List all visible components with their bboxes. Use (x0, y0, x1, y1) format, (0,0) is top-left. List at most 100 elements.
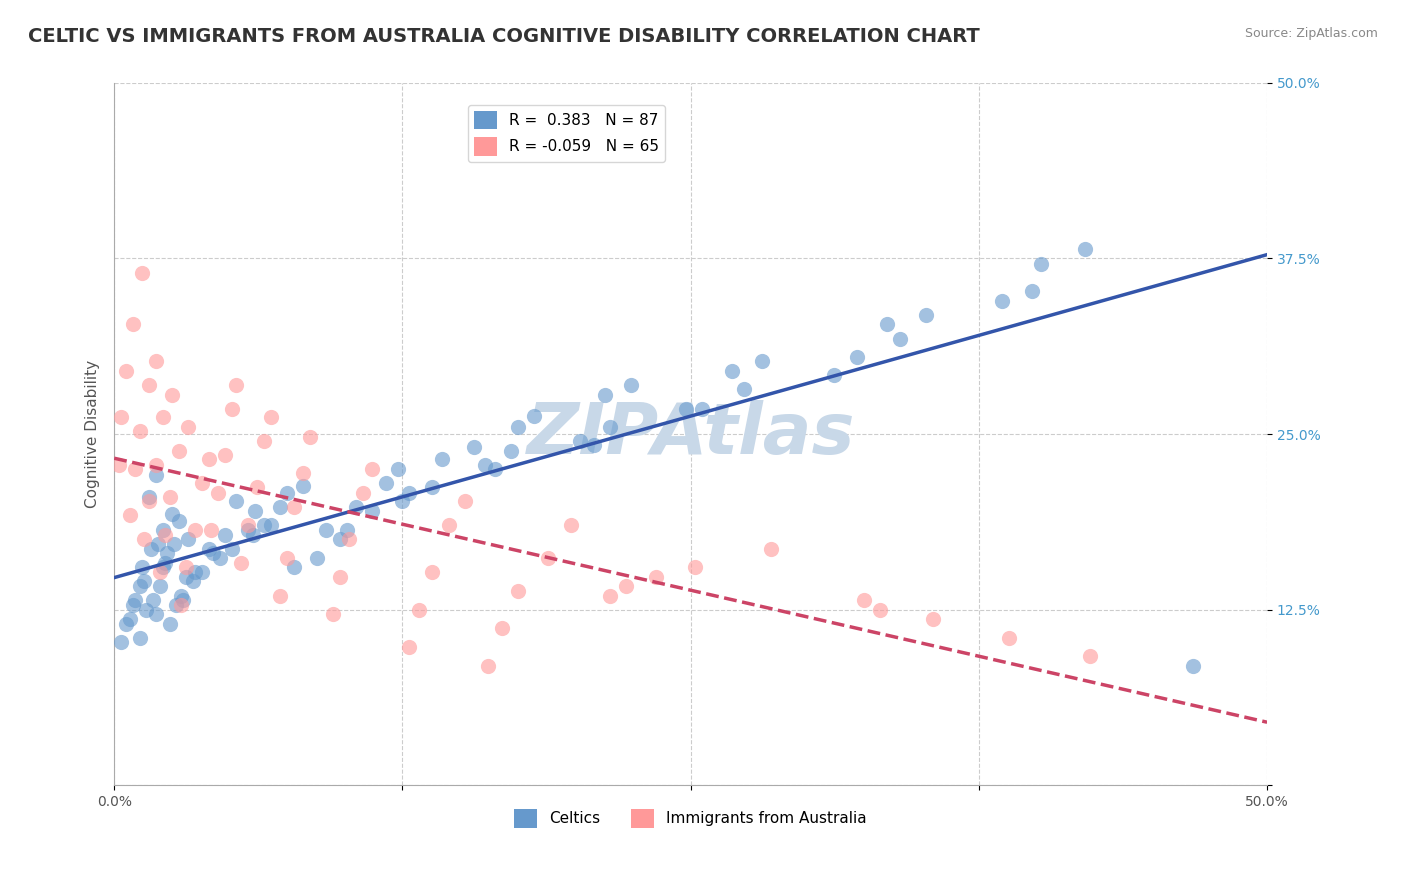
Point (599, 589, 621, 603)
Point (107, 458, 129, 472)
Point (184, 523, 207, 537)
Text: CELTIC VS IMMIGRANTS FROM AUSTRALIA COGNITIVE DISABILITY CORRELATION CHART: CELTIC VS IMMIGRANTS FROM AUSTRALIA COGN… (28, 27, 980, 45)
Point (184, 565, 207, 579)
Point (1021, 284, 1043, 298)
Point (159, 490, 181, 504)
Point (477, 658, 499, 673)
Point (128, 631, 150, 645)
Point (269, 500, 291, 514)
Point (152, 410, 174, 425)
Point (453, 494, 475, 508)
Point (167, 514, 190, 528)
Point (174, 570, 197, 584)
Text: Source: ZipAtlas.com: Source: ZipAtlas.com (1244, 27, 1378, 40)
Point (121, 599, 143, 613)
Y-axis label: Cognitive Disability: Cognitive Disability (86, 360, 100, 508)
Point (114, 364, 136, 378)
Point (149, 579, 172, 593)
Point (276, 550, 298, 565)
Point (299, 430, 322, 444)
Point (869, 602, 891, 616)
Point (614, 579, 637, 593)
Point (582, 438, 605, 452)
Point (170, 599, 193, 613)
Point (823, 368, 845, 382)
Point (156, 546, 179, 560)
Point (191, 565, 214, 579)
Point (620, 377, 643, 392)
Point (474, 458, 496, 472)
Point (202, 546, 225, 560)
Point (243, 504, 266, 518)
Point (145, 354, 167, 368)
Point (229, 556, 252, 570)
Point (207, 486, 229, 500)
Point (145, 607, 167, 621)
Point (139, 542, 162, 557)
Point (253, 518, 276, 533)
Point (537, 550, 560, 565)
Point (506, 584, 529, 599)
Point (352, 486, 374, 500)
Point (152, 560, 174, 574)
Point (163, 536, 186, 550)
Point (337, 533, 360, 547)
Point (131, 560, 153, 574)
Point (191, 476, 214, 491)
Point (160, 387, 183, 401)
Point (1074, 242, 1097, 256)
Point (344, 500, 367, 514)
Point (315, 523, 337, 537)
Point (225, 377, 247, 392)
Point (174, 560, 197, 574)
Point (138, 377, 160, 392)
Point (499, 443, 522, 458)
Point (375, 476, 398, 491)
Point (120, 612, 142, 626)
Point (595, 387, 617, 401)
Point (149, 565, 172, 579)
Point (214, 448, 236, 462)
Point (236, 518, 259, 533)
Point (430, 452, 453, 467)
Point (128, 579, 150, 593)
Point (128, 424, 150, 438)
Point (121, 318, 143, 332)
Point (120, 508, 142, 523)
Point (283, 560, 305, 574)
Point (751, 354, 773, 368)
Point (260, 410, 283, 425)
Point (422, 565, 444, 579)
Point (124, 592, 146, 607)
Point (200, 523, 222, 537)
Point (131, 266, 153, 280)
Point (1182, 658, 1205, 673)
Point (437, 518, 460, 533)
Point (361, 462, 384, 476)
Point (921, 612, 943, 626)
Point (152, 523, 174, 537)
Point (560, 518, 582, 533)
Point (852, 592, 875, 607)
Point (221, 542, 243, 557)
Point (1029, 257, 1052, 271)
Point (292, 479, 315, 493)
Point (167, 443, 190, 458)
Point (197, 452, 219, 467)
Point (307, 550, 329, 565)
Point (506, 420, 529, 434)
Point (110, 635, 132, 649)
Point (484, 462, 506, 476)
Point (276, 486, 298, 500)
Point (690, 401, 713, 416)
Point (599, 420, 621, 434)
Point (876, 318, 898, 332)
Point (1078, 648, 1101, 663)
Point (197, 542, 219, 557)
Point (269, 589, 291, 603)
Point (209, 550, 232, 565)
Point (221, 401, 243, 416)
Point (463, 440, 485, 454)
Point (889, 332, 911, 346)
Point (322, 607, 344, 621)
